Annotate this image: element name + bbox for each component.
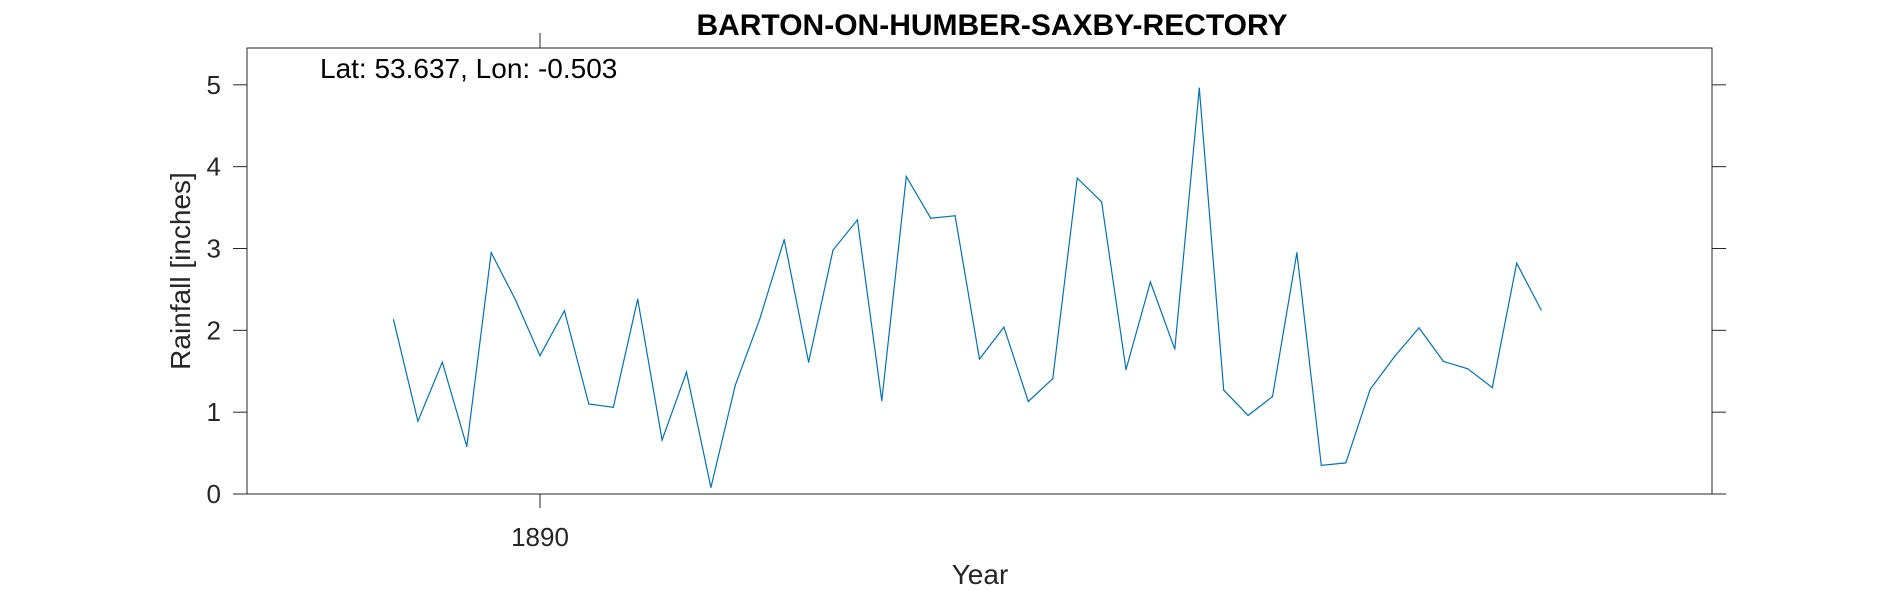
data-point xyxy=(905,175,907,178)
data-point xyxy=(1442,360,1444,362)
chart-title: BARTON-ON-HUMBER-SAXBY-RECTORY xyxy=(696,9,1287,42)
data-point xyxy=(1247,414,1249,416)
data-point xyxy=(1223,389,1225,391)
data-point xyxy=(759,318,761,320)
data-point xyxy=(1540,309,1542,311)
x-axis-ticks: 1890 xyxy=(511,33,569,552)
data-point xyxy=(1418,327,1420,329)
data-point xyxy=(783,238,785,241)
data-point xyxy=(710,486,712,489)
data-point xyxy=(1296,252,1298,254)
data-point xyxy=(1491,387,1493,389)
data-point xyxy=(1101,201,1103,203)
data-point xyxy=(1271,396,1274,398)
data-point xyxy=(490,252,492,254)
y-tick-label: 4 xyxy=(207,152,221,182)
data-point xyxy=(1027,400,1029,403)
y-tick-label: 5 xyxy=(207,70,221,100)
data-point xyxy=(661,439,663,441)
data-point xyxy=(392,319,395,321)
data-point xyxy=(1149,281,1151,283)
data-point xyxy=(539,355,541,357)
data-point xyxy=(1125,369,1127,371)
data-point xyxy=(685,371,688,373)
data-point xyxy=(856,219,859,221)
x-axis-label: Year xyxy=(952,559,1009,590)
data-point xyxy=(637,298,639,300)
data-point xyxy=(832,249,834,251)
data-point xyxy=(466,445,468,448)
data-point xyxy=(441,361,443,363)
data-point xyxy=(612,406,614,408)
data-point xyxy=(563,310,566,312)
data-point xyxy=(1174,348,1176,350)
y-axis-ticks: 0 1 2 3 4 5 xyxy=(207,70,1726,509)
data-point xyxy=(1467,368,1469,370)
data-point xyxy=(1516,262,1518,264)
data-point xyxy=(417,420,419,422)
y-tick-label: 3 xyxy=(207,233,221,263)
data-point xyxy=(881,400,883,402)
data-point xyxy=(1003,326,1005,328)
data-point xyxy=(1394,355,1396,358)
y-tick-label: 1 xyxy=(207,397,221,427)
data-point xyxy=(1198,87,1200,89)
data-point xyxy=(1345,462,1347,464)
y-tick-label: 2 xyxy=(207,315,221,345)
rainfall-series-line xyxy=(392,88,1542,488)
data-point xyxy=(808,361,810,363)
plot-frame xyxy=(246,47,1713,495)
data-point xyxy=(978,358,981,360)
data-point xyxy=(1076,177,1078,179)
y-axis-label: Rainfall [inches] xyxy=(165,172,196,370)
data-point xyxy=(1320,464,1322,466)
data-point xyxy=(954,215,956,217)
data-point xyxy=(1052,378,1054,380)
data-point xyxy=(588,403,590,405)
y-tick-label: 0 xyxy=(207,479,221,509)
data-point xyxy=(515,299,517,301)
location-annotation: Lat: 53.637, Lon: -0.503 xyxy=(320,53,617,84)
data-point xyxy=(734,384,736,386)
x-tick-label: 1890 xyxy=(511,522,569,552)
data-point xyxy=(930,217,932,219)
data-points xyxy=(392,87,1542,489)
data-point xyxy=(1369,388,1371,390)
